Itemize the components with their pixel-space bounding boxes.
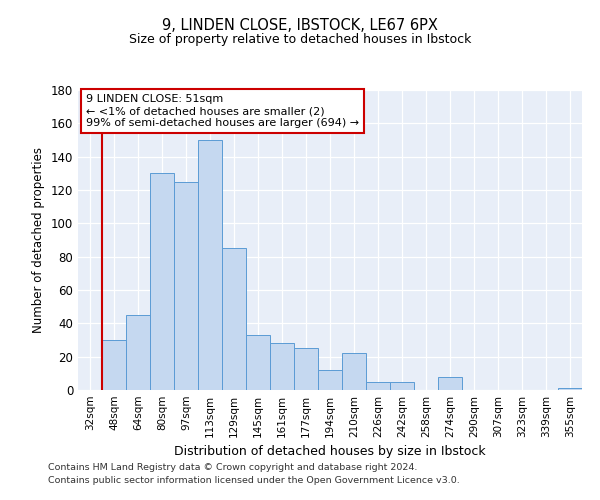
Bar: [150, 174, 174, 390]
Bar: [318, 370, 342, 390]
Text: 9 LINDEN CLOSE: 51sqm
← <1% of detached houses are smaller (2)
99% of semi-detac: 9 LINDEN CLOSE: 51sqm ← <1% of detached …: [86, 94, 359, 128]
Bar: [270, 344, 294, 390]
Bar: [558, 388, 582, 390]
Bar: [342, 354, 366, 390]
X-axis label: Distribution of detached houses by size in Ibstock: Distribution of detached houses by size …: [174, 446, 486, 458]
Y-axis label: Number of detached properties: Number of detached properties: [32, 147, 45, 333]
Text: Size of property relative to detached houses in Ibstock: Size of property relative to detached ho…: [129, 32, 471, 46]
Bar: [294, 348, 318, 390]
Bar: [222, 248, 246, 390]
Bar: [126, 315, 150, 390]
Bar: [246, 335, 270, 390]
Bar: [366, 382, 390, 390]
Text: Contains HM Land Registry data © Crown copyright and database right 2024.: Contains HM Land Registry data © Crown c…: [48, 464, 418, 472]
Bar: [390, 382, 414, 390]
Bar: [438, 376, 462, 390]
Text: 9, LINDEN CLOSE, IBSTOCK, LE67 6PX: 9, LINDEN CLOSE, IBSTOCK, LE67 6PX: [162, 18, 438, 32]
Bar: [102, 340, 126, 390]
Bar: [174, 182, 198, 390]
Text: Contains public sector information licensed under the Open Government Licence v3: Contains public sector information licen…: [48, 476, 460, 485]
Bar: [198, 140, 222, 390]
